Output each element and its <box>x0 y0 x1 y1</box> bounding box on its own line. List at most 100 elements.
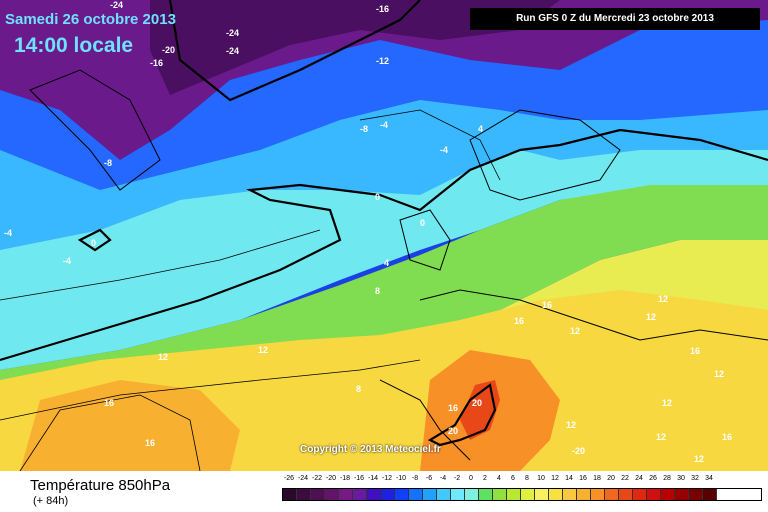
isotherm-label: -4 <box>440 145 449 155</box>
isotherm-label: 12 <box>656 432 667 442</box>
legend-swatch <box>325 489 339 500</box>
legend-swatch <box>283 489 297 500</box>
legend-value: -24 <box>297 475 309 482</box>
isotherm-label: 4 <box>478 124 484 134</box>
legend-swatch <box>493 489 507 500</box>
legend-swatch <box>535 489 549 500</box>
legend-swatch <box>703 489 717 500</box>
legend-swatch <box>591 489 605 500</box>
legend-swatch <box>521 489 535 500</box>
legend-swatch <box>633 489 647 500</box>
isotherm-label: -4 <box>380 120 389 130</box>
isotherm-label: 12 <box>566 420 577 430</box>
isotherm-label: 12 <box>570 326 581 336</box>
isotherm-label: 0 <box>375 192 381 202</box>
legend-value: 4 <box>497 475 501 482</box>
legend-swatch <box>465 489 479 500</box>
temperature-map: -24 -16 -24 -20 -24 -16 -12 -8 -4 -4 -8 … <box>0 0 768 471</box>
isotherm-label: 16 <box>104 398 115 408</box>
legend-value: -12 <box>381 475 393 482</box>
legend-value: 32 <box>691 475 699 482</box>
isotherm-label: -20 <box>572 446 586 456</box>
isotherm-label: 12 <box>658 294 669 304</box>
legend-swatch <box>689 489 703 500</box>
legend-swatch <box>311 489 325 500</box>
legend-swatch <box>661 489 675 500</box>
isotherm-label: -24 <box>226 28 240 38</box>
legend-swatch <box>549 489 563 500</box>
isotherm-label: 0 <box>420 218 426 228</box>
isotherm-label: 16 <box>722 432 733 442</box>
legend-value: 2 <box>483 475 487 482</box>
legend-swatch <box>479 489 493 500</box>
legend-swatch <box>507 489 521 500</box>
legend-swatch <box>577 489 591 500</box>
legend-value: -22 <box>311 475 323 482</box>
legend-bar <box>282 488 762 501</box>
isotherm-label: 16 <box>690 346 701 356</box>
footer: Température 850hPa (+ 84h) -26 -24 -22 -20-… <box>0 471 768 512</box>
temperature-field <box>0 0 768 471</box>
isotherm-label: 4 <box>384 258 390 268</box>
forecast-time: 14:00 locale <box>14 34 134 57</box>
legend-swatch <box>605 489 619 500</box>
legend-value: 0 <box>469 475 473 482</box>
isotherm-label: -20 <box>162 45 176 55</box>
legend-swatch <box>647 489 661 500</box>
isotherm-label: -8 <box>104 158 113 168</box>
legend-swatch <box>423 489 437 500</box>
legend-swatch <box>409 489 423 500</box>
legend-value: -26 <box>283 475 295 482</box>
legend-value: 22 <box>621 475 629 482</box>
color-legend: -26 -24 -22 -20 -18 -16 -14 -12 -10 -8 -6 -4 -2 0 2 4 6 8… <box>282 475 762 501</box>
legend-value: 20 <box>607 475 615 482</box>
legend-value: 12 <box>551 475 559 482</box>
isotherm-label: -4 <box>4 228 13 238</box>
run-info: Run GFS 0 Z du Mercredi 23 octobre 2013 <box>470 8 760 30</box>
isotherm-label: -12 <box>376 56 390 66</box>
legend-swatch <box>339 489 353 500</box>
legend-value: 34 <box>705 475 713 482</box>
forecast-date: Samedi 26 octobre 2013 <box>5 11 176 28</box>
isotherm-label: -24 <box>226 46 240 56</box>
legend-value: -20 <box>325 475 337 482</box>
isotherm-label: 20 <box>472 398 483 408</box>
legend-value: 14 <box>565 475 573 482</box>
isotherm-label: 0 <box>91 238 97 248</box>
legend-value: 28 <box>663 475 671 482</box>
isotherm-label: 12 <box>662 398 673 408</box>
isotherm-label: 16 <box>514 316 525 326</box>
isotherm-label: 20 <box>448 426 459 436</box>
isotherm-label: -24 <box>110 0 124 10</box>
copyright: Copyright © 2013 Meteociel.fr <box>300 444 441 455</box>
isotherm-label: -16 <box>376 4 390 14</box>
legend-labels: -26 -24 -22 -20 -18 -16 -14 -12 -10 -8 -6 -4 -2 0 2 4 6 8… <box>282 475 762 485</box>
isotherm-label: 12 <box>714 369 725 379</box>
isotherm-label: 12 <box>158 352 169 362</box>
legend-swatch <box>675 489 689 500</box>
isotherm-label: 8 <box>356 384 362 394</box>
isotherm-label: -4 <box>63 256 72 266</box>
legend-swatch <box>619 489 633 500</box>
legend-value: 16 <box>579 475 587 482</box>
legend-value: -16 <box>353 475 365 482</box>
isotherm-label: -16 <box>150 58 164 68</box>
legend-value: -14 <box>367 475 379 482</box>
field-title: Température 850hPa <box>30 477 171 494</box>
legend-swatch <box>367 489 381 500</box>
legend-value: 24 <box>635 475 643 482</box>
isotherm-label: 16 <box>542 300 553 310</box>
legend-value: -2 <box>453 475 461 482</box>
legend-value: -8 <box>411 475 419 482</box>
legend-value: 26 <box>649 475 657 482</box>
legend-swatch <box>451 489 465 500</box>
legend-swatch <box>563 489 577 500</box>
isotherm-label: 16 <box>448 403 459 413</box>
isotherm-label: 12 <box>258 345 269 355</box>
legend-swatch <box>381 489 395 500</box>
legend-value: 18 <box>593 475 601 482</box>
legend-value: 6 <box>511 475 515 482</box>
legend-swatch <box>353 489 367 500</box>
legend-value: 30 <box>677 475 685 482</box>
legend-swatch <box>395 489 409 500</box>
